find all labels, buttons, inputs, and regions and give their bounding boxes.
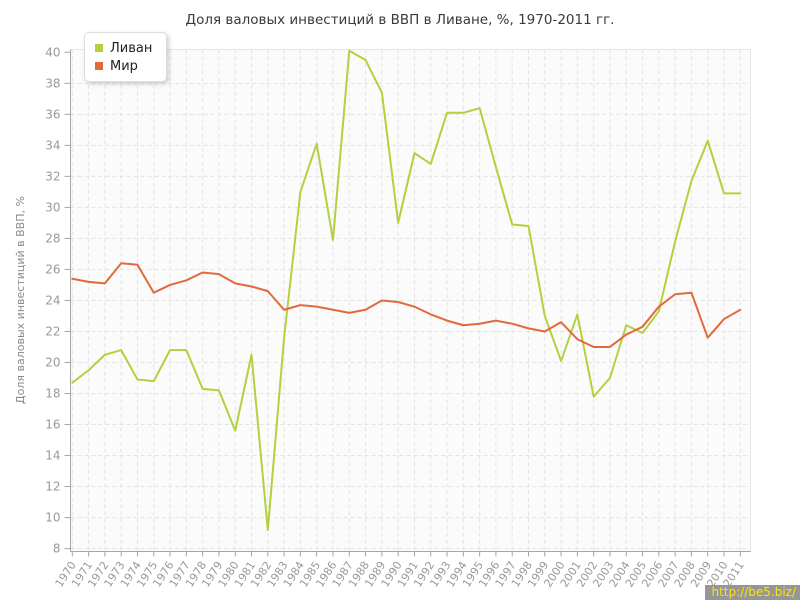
svg-text:36: 36 <box>45 107 60 121</box>
svg-text:22: 22 <box>45 324 60 338</box>
svg-text:34: 34 <box>45 138 60 152</box>
legend-item-world: Мир <box>95 57 152 75</box>
svg-text:28: 28 <box>45 231 60 245</box>
legend-label-world: Мир <box>110 58 138 74</box>
svg-text:16: 16 <box>45 418 60 432</box>
legend-marker-world-icon <box>95 62 103 70</box>
svg-text:24: 24 <box>45 293 60 307</box>
watermark-link[interactable]: http://be5.biz/ <box>705 585 800 600</box>
legend-label-lebanon: Ливан <box>110 40 153 56</box>
svg-text:40: 40 <box>45 45 60 59</box>
svg-text:8: 8 <box>53 542 61 556</box>
svg-text:30: 30 <box>45 200 60 214</box>
legend: Ливан Мир <box>84 32 168 82</box>
legend-marker-lebanon-icon <box>95 44 103 52</box>
chart-title: Доля валовых инвестиций в ВВП в Ливане, … <box>185 12 615 28</box>
svg-text:14: 14 <box>45 449 60 463</box>
svg-text:26: 26 <box>45 262 60 276</box>
svg-text:10: 10 <box>45 511 60 525</box>
svg-text:18: 18 <box>45 387 60 401</box>
svg-text:32: 32 <box>45 169 60 183</box>
svg-text:12: 12 <box>45 480 60 494</box>
svg-text:20: 20 <box>45 355 60 369</box>
legend-item-lebanon: Ливан <box>95 39 152 57</box>
svg-text:38: 38 <box>45 76 60 90</box>
